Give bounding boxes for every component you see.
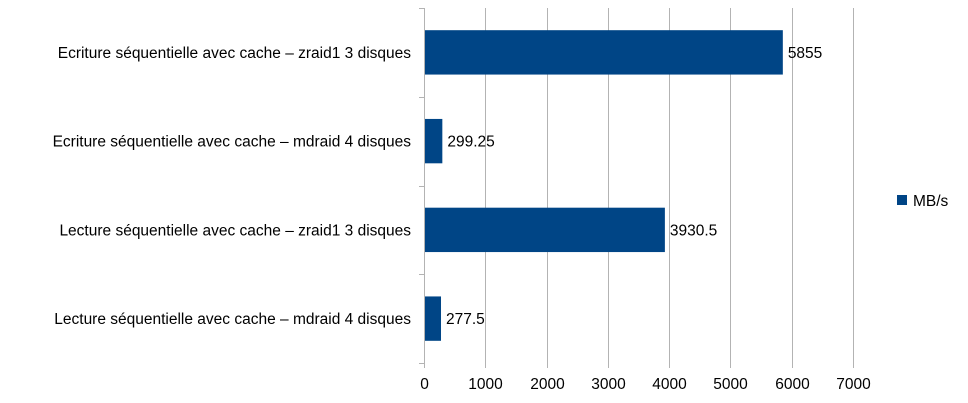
category-label: Ecriture séquentielle avec cache – zraid…: [58, 45, 412, 62]
data-label: 3930.5: [670, 222, 717, 239]
labels: 0 1000 2000 3000 4000 5000 6000 7000 5855 Ecritur…: [53, 45, 872, 393]
x-tick-label: 2000: [530, 376, 565, 393]
category-label: Lecture séquentielle avec cache – zraid1…: [59, 222, 411, 239]
data-label: 277.5: [446, 311, 485, 328]
x-tick-label: 5000: [713, 376, 748, 393]
bars: [425, 30, 783, 341]
bar: [425, 207, 665, 253]
legend: MB/s: [897, 193, 949, 210]
data-label: 299.25: [447, 134, 494, 151]
x-tick-label: 6000: [775, 376, 810, 393]
x-tick-label: 1000: [468, 376, 503, 393]
category-label: Lecture séquentielle avec cache – mdraid…: [54, 311, 411, 328]
x-tick-label: 3000: [591, 376, 626, 393]
axes: [419, 8, 425, 364]
x-tick-label: 7000: [836, 376, 871, 393]
x-tick-label: 0: [420, 376, 429, 393]
bar: [425, 296, 442, 341]
legend-swatch: [897, 195, 907, 205]
bar: [425, 30, 783, 75]
legend-label: MB/s: [913, 193, 949, 210]
data-label: 5855: [788, 45, 822, 62]
x-tick-label: 4000: [652, 376, 687, 393]
bar: [425, 118, 443, 164]
category-label: Ecriture séquentielle avec cache – mdrai…: [53, 134, 412, 151]
